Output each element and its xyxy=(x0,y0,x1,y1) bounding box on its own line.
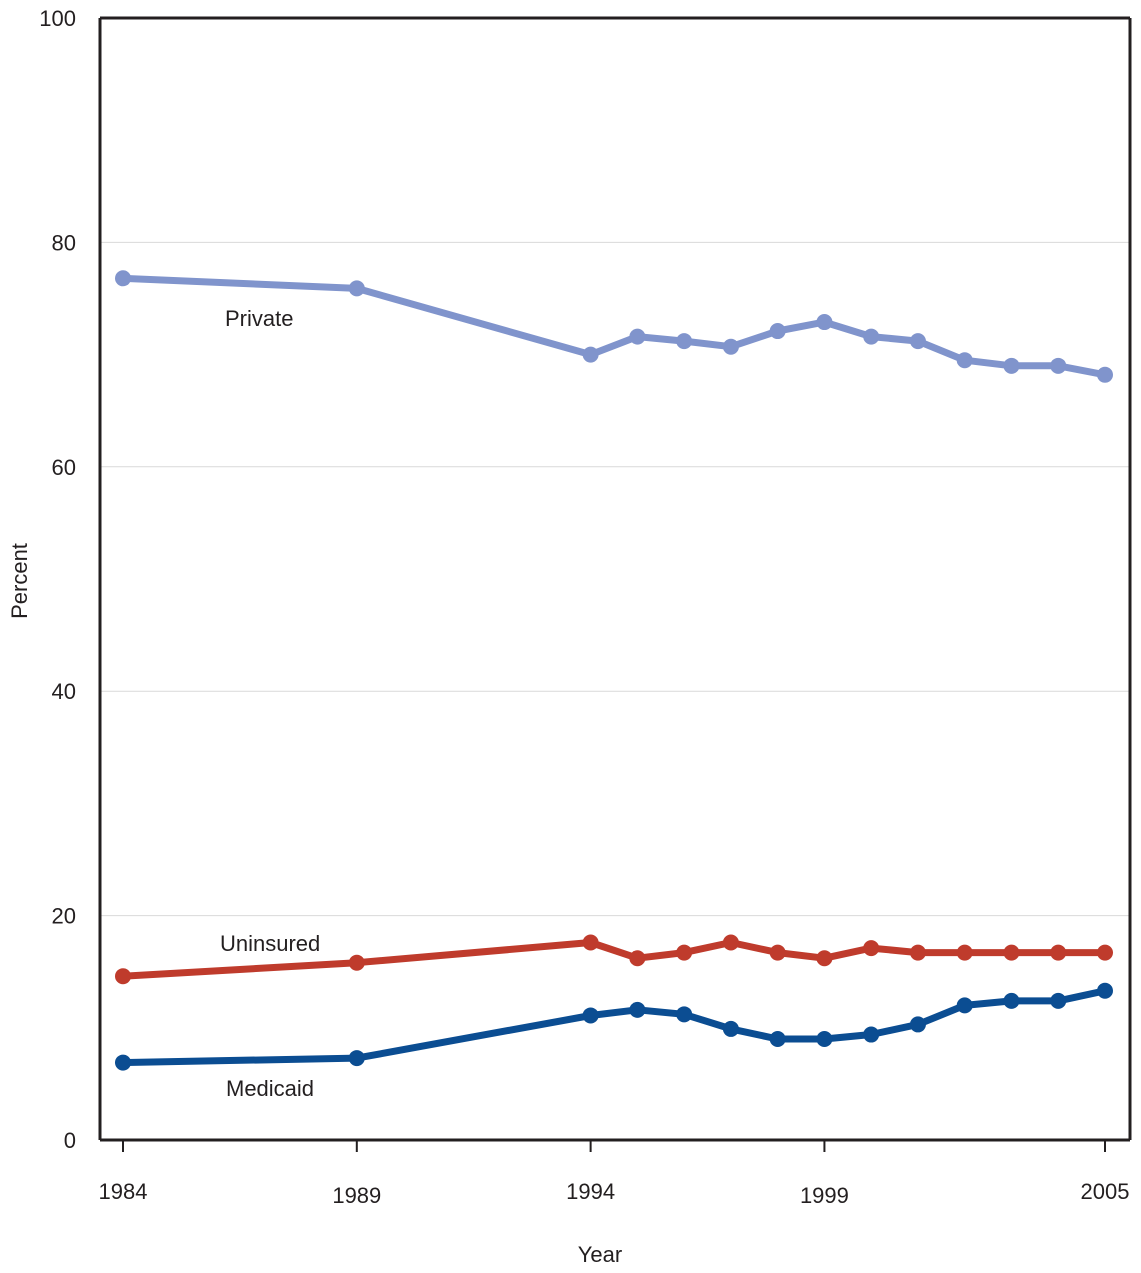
data-point-private xyxy=(1003,357,1020,374)
data-point-medicaid xyxy=(909,1016,926,1033)
data-point-private xyxy=(863,328,880,345)
x-axis-title: Year xyxy=(578,1242,622,1267)
y-tick-label: 60 xyxy=(52,455,76,480)
data-point-private xyxy=(816,314,833,331)
data-point-medicaid xyxy=(348,1050,365,1067)
data-point-uninsured xyxy=(1050,944,1067,961)
data-point-medicaid xyxy=(676,1006,693,1023)
data-point-private xyxy=(956,352,973,369)
data-point-private xyxy=(722,338,739,355)
data-point-medicaid xyxy=(115,1054,131,1071)
series-medicaid xyxy=(115,982,1113,1071)
x-tick-label: 1989 xyxy=(332,1183,381,1208)
data-point-uninsured xyxy=(722,934,739,951)
data-point-medicaid xyxy=(769,1031,786,1048)
series-uninsured xyxy=(115,934,1113,985)
data-point-private xyxy=(582,346,599,363)
data-point-private xyxy=(1050,357,1067,374)
data-point-medicaid xyxy=(816,1031,833,1048)
data-point-private xyxy=(348,280,365,297)
data-point-medicaid xyxy=(956,997,973,1014)
y-axis-title: Percent xyxy=(7,543,32,619)
data-point-private xyxy=(115,270,131,287)
series-label-medicaid: Medicaid xyxy=(226,1076,314,1101)
data-point-medicaid xyxy=(1003,992,1020,1009)
data-point-private xyxy=(909,333,926,350)
data-point-private xyxy=(1097,366,1113,383)
x-tick-label: 2005 xyxy=(1081,1179,1130,1204)
data-point-uninsured xyxy=(115,968,131,985)
y-tick-label: 20 xyxy=(52,904,76,929)
y-tick-label: 40 xyxy=(52,679,76,704)
data-point-uninsured xyxy=(816,950,833,967)
data-point-medicaid xyxy=(863,1026,880,1043)
data-point-private xyxy=(769,323,786,340)
data-point-uninsured xyxy=(909,944,926,961)
data-point-medicaid xyxy=(1097,982,1113,999)
data-point-medicaid xyxy=(629,1001,646,1018)
data-point-private xyxy=(676,333,693,350)
series-label-uninsured: Uninsured xyxy=(220,931,320,956)
data-point-uninsured xyxy=(769,944,786,961)
data-point-medicaid xyxy=(1050,992,1067,1009)
data-point-uninsured xyxy=(1097,944,1113,961)
tick-labels: 0 20 40 60 80 100 1984 1989 1994 1999 2005 xyxy=(39,6,1129,1208)
series-private xyxy=(115,270,1113,383)
gridlines xyxy=(100,241,1130,917)
data-point-uninsured xyxy=(582,934,599,951)
y-tick-label: 80 xyxy=(52,230,76,255)
series xyxy=(115,270,1113,1071)
series-label-private: Private xyxy=(225,306,293,331)
y-tick-label: 0 xyxy=(64,1128,76,1153)
data-point-uninsured xyxy=(863,940,880,957)
data-point-uninsured xyxy=(348,954,365,971)
x-tick-label: 1999 xyxy=(800,1183,849,1208)
data-point-uninsured xyxy=(1003,944,1020,961)
data-point-private xyxy=(629,328,646,345)
data-point-uninsured xyxy=(676,944,693,961)
data-point-uninsured xyxy=(629,950,646,967)
axes xyxy=(98,16,1132,1142)
x-tick-label: 1994 xyxy=(566,1179,615,1204)
x-tick-label: 1984 xyxy=(99,1179,148,1204)
data-point-medicaid xyxy=(582,1007,599,1024)
y-tick-label: 100 xyxy=(39,6,76,31)
data-point-uninsured xyxy=(956,944,973,961)
data-point-medicaid xyxy=(722,1020,739,1037)
